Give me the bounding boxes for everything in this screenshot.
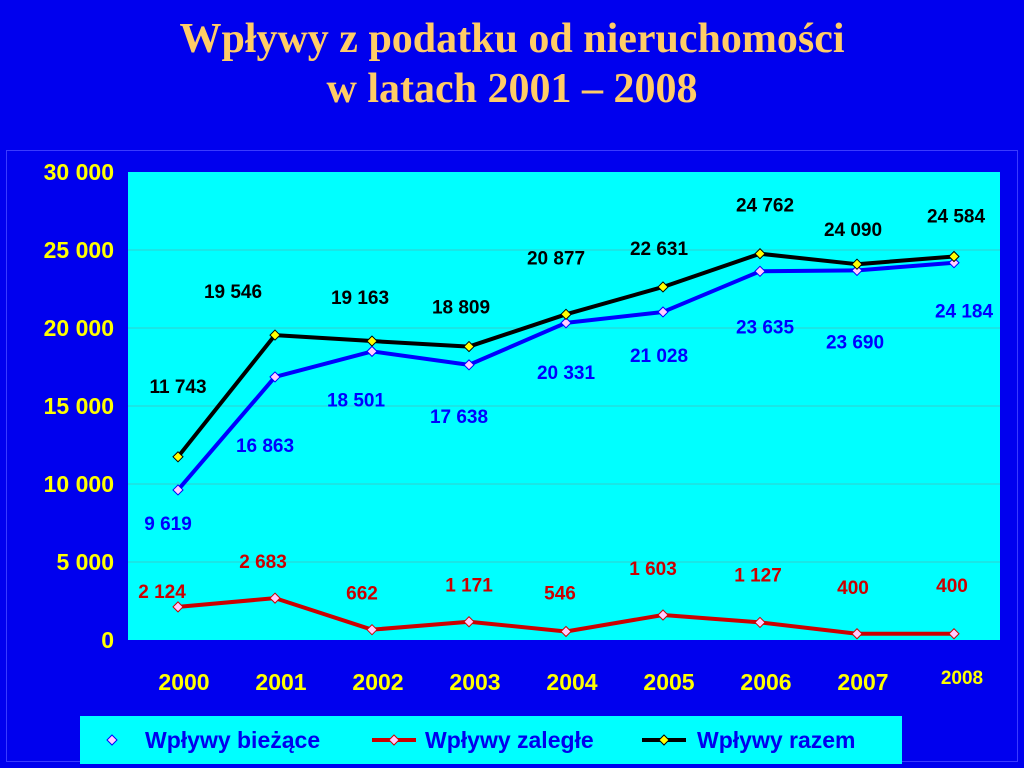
y-tick-label: 15 000 (44, 393, 114, 419)
y-axis: 0 5 000 10 000 15 000 20 000 25 000 30 000 (44, 159, 114, 653)
data-labels: 9 619 16 863 18 501 17 638 20 331 21 028 23 63… (138, 196, 993, 605)
data-label: 2 124 (138, 582, 186, 603)
y-tick-label: 0 (101, 627, 114, 653)
y-tick-label: 10 000 (44, 471, 114, 497)
data-point (366, 335, 378, 347)
x-tick-label: 2004 (546, 669, 597, 695)
y-tick-label: 20 000 (44, 315, 114, 341)
data-point (851, 264, 863, 277)
x-tick-label: 2002 (352, 669, 403, 695)
y-tick-label: 30 000 (44, 159, 114, 185)
x-tick-label: 2007 (837, 669, 888, 695)
chart-title: Wpływy z podatku od nieruchomości w lata… (0, 14, 1024, 114)
data-label: 23 635 (736, 317, 795, 338)
data-point (463, 340, 475, 353)
legend-swatch-marker (106, 734, 118, 746)
data-point (269, 592, 281, 604)
data-point (269, 371, 281, 383)
data-label: 18 501 (327, 390, 386, 411)
data-label: 19 163 (331, 288, 389, 309)
x-tick-label: 2001 (255, 669, 306, 695)
data-point (172, 601, 184, 613)
data-label: 19 546 (204, 282, 262, 303)
chart-title-line-1: Wpływy z podatku od nieruchomości (179, 16, 845, 62)
data-label: 662 (346, 584, 378, 605)
data-label: 11 743 (149, 377, 206, 398)
legend-entry: Wpływy razem (697, 727, 856, 753)
data-label: 1 171 (445, 576, 493, 597)
series-markers (172, 248, 960, 640)
data-label: 16 863 (236, 436, 294, 457)
data-point (269, 329, 281, 341)
data-label: 23 690 (826, 332, 884, 353)
data-label: 400 (936, 576, 968, 597)
data-label: 400 (837, 578, 869, 599)
data-point (948, 257, 960, 269)
data-label: 1 603 (629, 559, 677, 580)
data-label: 20 877 (527, 248, 585, 269)
data-label: 22 631 (630, 239, 689, 260)
data-label: 24 762 (736, 196, 794, 217)
data-point (560, 308, 572, 321)
data-point (172, 451, 184, 463)
data-label: 9 619 (144, 514, 192, 535)
legend-entry: Wpływy bieżące (145, 727, 320, 753)
x-tick-label: 2006 (740, 669, 791, 695)
legend-swatch-marker (388, 734, 400, 746)
data-point (754, 265, 766, 278)
data-label: 21 028 (630, 346, 688, 367)
data-point (657, 609, 669, 621)
x-tick-label: 2000 (158, 669, 209, 695)
x-tick-label: 2003 (449, 669, 500, 695)
data-label: 2 683 (239, 552, 287, 573)
data-point (851, 258, 863, 270)
data-label: 546 (544, 583, 576, 604)
data-point (657, 281, 669, 293)
legend-entry: Wpływy zaległe (425, 727, 594, 753)
data-label: 20 331 (537, 363, 596, 384)
data-label: 24 090 (824, 220, 882, 241)
gridlines (128, 249, 1000, 563)
data-point (366, 623, 378, 636)
chart-title-line-2: w latach 2001 – 2008 (326, 66, 698, 112)
data-point (948, 628, 960, 640)
y-tick-label: 5 000 (56, 549, 114, 575)
data-point (851, 628, 863, 640)
data-point (560, 625, 572, 638)
data-point (560, 317, 572, 329)
x-tick-label: 2008 (941, 668, 983, 689)
data-point (172, 484, 184, 496)
data-label: 17 638 (430, 407, 488, 428)
data-label: 18 809 (432, 298, 490, 319)
data-label: 24 584 (927, 206, 986, 227)
x-tick-label: 2005 (643, 669, 694, 695)
data-point (754, 248, 766, 260)
legend-box (80, 716, 902, 764)
data-point (754, 616, 766, 629)
x-axis: 2000 2001 2002 2003 2004 2005 2006 2007 2008 (158, 668, 983, 695)
legend: Wpływy bieżące Wpływy zaległe Wpływy razem (80, 716, 902, 764)
y-tick-label: 25 000 (44, 237, 114, 263)
legend-swatch-marker (658, 734, 670, 746)
data-point (657, 306, 669, 318)
data-point (366, 345, 378, 358)
data-point (948, 250, 960, 263)
data-label: 24 184 (935, 302, 994, 323)
data-label: 1 127 (734, 565, 782, 586)
data-point (463, 616, 475, 628)
data-point (463, 359, 475, 371)
